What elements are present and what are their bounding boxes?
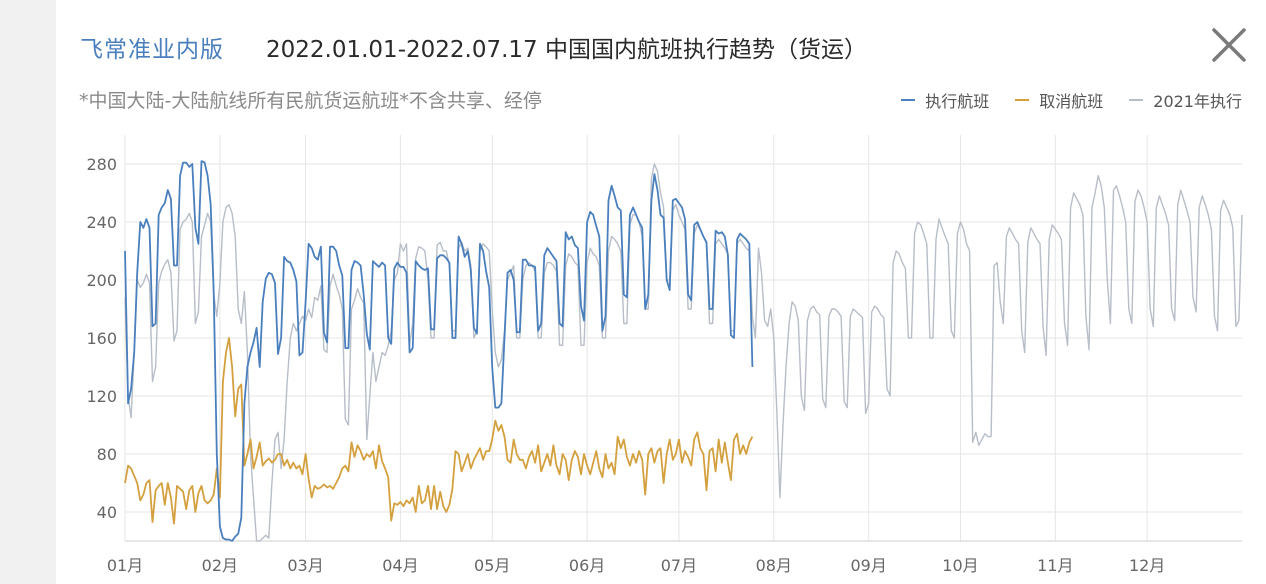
legend-swatch-cancelled [1015,99,1030,101]
brand-label: 飞常准业内版 [80,37,224,63]
x-tick-label: 11月 [1037,556,1073,575]
legend-item-executed[interactable]: 执行航班 [901,88,989,112]
y-tick-label: 120 [86,387,117,406]
y-axis-ticks: 40 80 120 160 200 240 280 [86,155,117,522]
y-tick-label: 80 [97,445,117,464]
y-tick-label: 40 [97,503,117,522]
x-tick-label: 01月 [107,556,143,575]
chart-card [56,0,1266,584]
legend: 执行航班 取消航班 2021年执行 [901,88,1242,112]
series-layer [124,160,1243,542]
chart-title: 2022.01.01-2022.07.17 中国国内航班执行趋势（货运） [266,37,867,63]
y-tick-label: 240 [86,213,117,232]
x-tick-label: 10月 [942,556,978,575]
x-tick-label: 12月 [1129,556,1165,575]
x-tick-label: 03月 [287,556,323,575]
x-tick-label: 07月 [661,556,697,575]
legend-swatch-executed [901,99,916,101]
x-tick-label: 06月 [569,556,605,575]
x-tick-label: 08月 [756,556,792,575]
x-axis-ticks: 01月 02月 03月 04月 05月 06月 07月 08月 09月 10月 11月 12月 [107,556,1166,575]
y-tick-label: 200 [86,271,117,290]
close-icon[interactable] [1208,24,1250,66]
x-tick-label: 04月 [382,556,418,575]
series-line-executed [124,160,754,542]
series-line-2021 [124,163,1243,542]
y-tick-label: 160 [86,329,117,348]
legend-item-2021[interactable]: 2021年执行 [1129,88,1242,112]
legend-label-executed: 执行航班 [925,92,990,111]
chart-subtitle: *中国大陆-大陆航线所有民航货运航班*不含共享、经停 [79,90,542,112]
series-line-cancelled [124,337,754,525]
legend-item-cancelled[interactable]: 取消航班 [1015,88,1103,112]
x-tick-label: 09月 [850,556,886,575]
legend-label-2021: 2021年执行 [1153,92,1242,111]
x-tick-label: 02月 [202,556,238,575]
legend-swatch-2021 [1129,99,1144,101]
legend-label-cancelled: 取消航班 [1039,92,1104,111]
y-tick-label: 280 [86,155,117,174]
x-tick-label: 05月 [474,556,510,575]
